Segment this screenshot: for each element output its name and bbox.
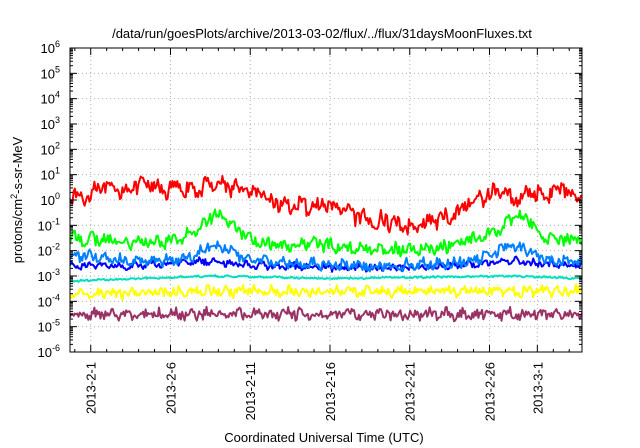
y-tick-label: 102 [41,140,60,157]
series-line [70,208,582,258]
x-tick-label: 2013-2-21 [403,362,418,421]
y-tick-label: 10-3 [38,267,60,284]
series-line [70,305,582,323]
x-tick-label: 2013-2-6 [163,362,178,414]
y-tick-label: 10-1 [38,216,60,233]
series-line [70,240,582,273]
y-tick-label: 105 [41,64,60,81]
x-tick-label: 2013-2-1 [84,362,99,414]
series-line [70,274,582,283]
y-tick-label: 10-6 [38,343,60,360]
series-line [70,255,582,273]
y-axis: 10-6 10-5 10-4 10-3 10-2 10-1 100 101 102 103 104 1… [38,39,582,360]
grid-lines [70,48,582,352]
x-tick-label: 2013-2-16 [323,362,338,421]
series-layer [70,175,582,323]
series-line [70,283,582,302]
y-tick-label: 106 [41,39,60,56]
y-tick-label: 10-4 [38,292,60,309]
y-tick-label: 100 [41,191,60,208]
y-tick-label: 10-5 [38,318,60,335]
y-tick-label: 101 [41,166,60,183]
x-axis-label: Coordinated Universal Time (UTC) [224,430,423,445]
x-tick-label: 2013-2-26 [482,362,497,421]
series-line [70,175,582,236]
y-axis-label: protons/cm2-s-sr-MeV [9,136,25,263]
x-tick-label: 2013-3-1 [530,362,545,414]
x-tick-label: 2013-2-11 [243,362,258,420]
chart-title: /data/run/goesPlots/archive/2013-03-02/f… [112,26,532,41]
y-tick-label: 103 [41,115,60,132]
y-tick-label: 104 [41,90,60,107]
x-axis: 2013-2-1 2013-2-6 2013-2-11 2013-2-16 2013-2… [74,48,570,421]
y-tick-label: 10-2 [38,242,60,259]
